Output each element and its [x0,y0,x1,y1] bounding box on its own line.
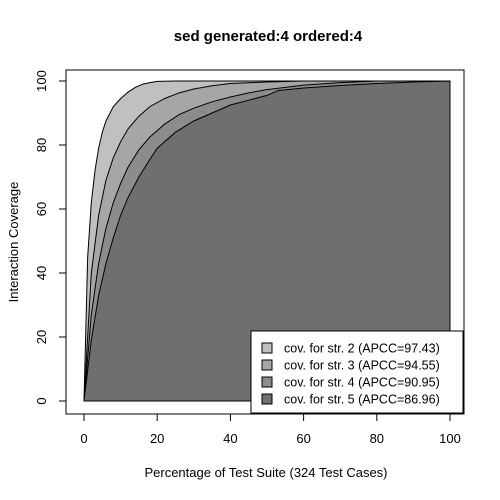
x-tick-label: 60 [296,431,310,446]
legend-swatch-3 [261,376,273,388]
y-axis: 0 20 40 60 80 100 [34,70,67,405]
y-tick-label: 40 [34,266,49,280]
legend-swatch-4 [261,393,273,405]
legend-label-1: cov. for str. 2 (APCC=97.43) [284,342,440,356]
y-tick-label: 80 [34,138,49,152]
legend-label-4: cov. for str. 5 (APCC=86.96) [284,393,440,407]
series-areas [83,80,451,402]
legend-label-2: cov. for str. 3 (APCC=94.55) [284,359,440,373]
legend-box [250,330,464,414]
x-tick-label: 20 [150,431,164,446]
y-tick-label: 60 [34,202,49,216]
legend-label-3: cov. for str. 4 (APCC=90.95) [284,376,440,390]
legend-swatch-1 [261,342,273,354]
x-tick-label: 40 [223,431,237,446]
y-tick-label: 20 [34,330,49,344]
x-tick-label: 0 [80,431,87,446]
series-area-4 [83,80,451,402]
legend-swatch-2 [261,359,273,371]
chart-title: sed generated:4 ordered:4 [174,28,363,45]
x-tick-label: 80 [370,431,384,446]
y-axis-label: Interaction Coverage [6,182,21,303]
x-axis: 0 20 40 60 80 100 [80,413,461,446]
y-tick-label: 0 [34,397,49,404]
legend: cov. for str. 2 (APCC=97.43) cov. for str… [250,330,464,414]
x-tick-label: 100 [439,431,461,446]
x-axis-label: Percentage of Test Suite (324 Test Cases… [144,465,387,480]
y-tick-label: 100 [34,70,49,92]
